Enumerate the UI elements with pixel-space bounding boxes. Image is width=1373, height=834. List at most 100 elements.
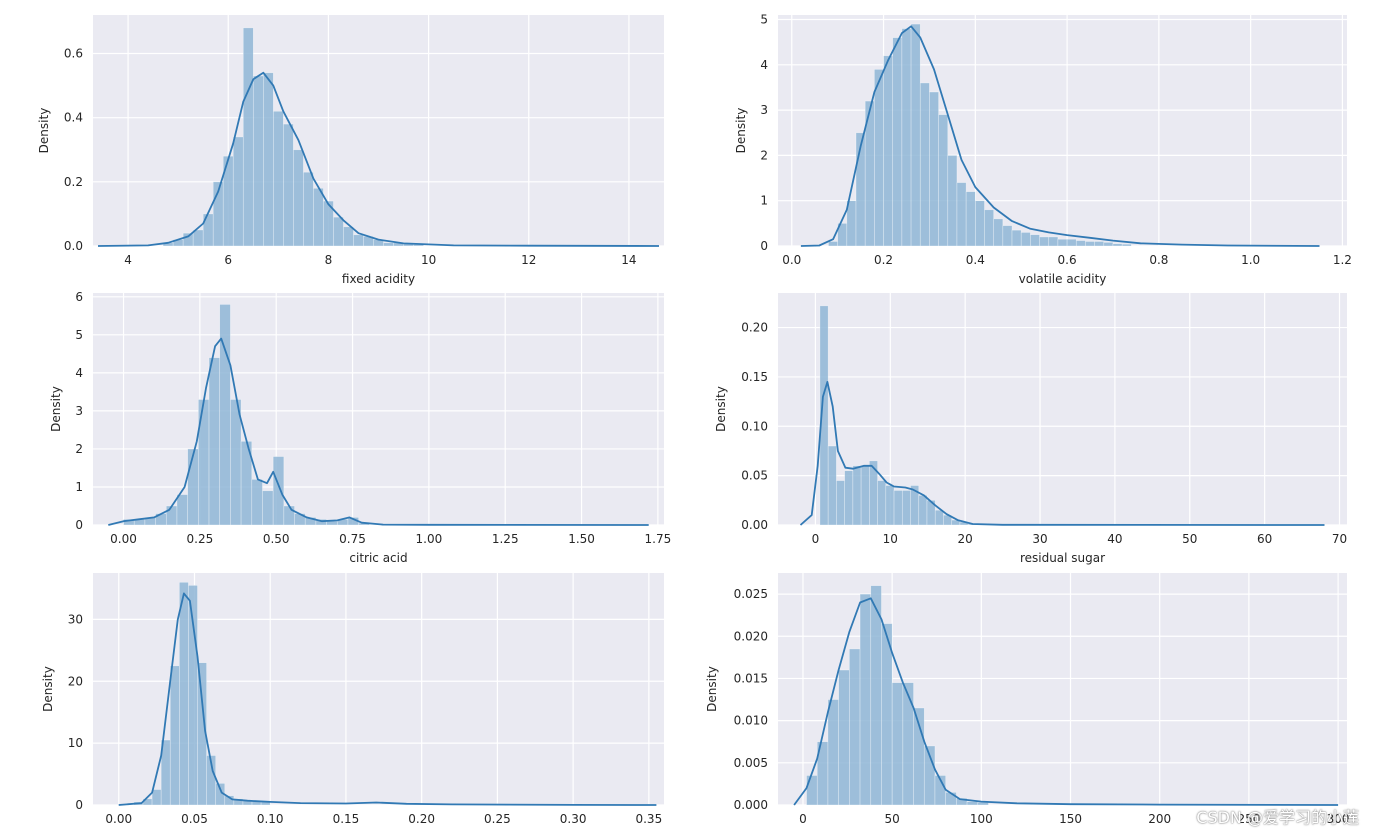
histogram-bar xyxy=(1011,229,1022,247)
y-tick-label: 0.05 xyxy=(741,469,768,483)
x-tick-label: 1.50 xyxy=(568,532,595,546)
histogram-bar xyxy=(975,200,985,247)
y-tick-label: 5 xyxy=(760,13,768,27)
x-tick-label: 0.30 xyxy=(560,812,587,826)
x-tick-label: 0.25 xyxy=(187,532,214,546)
histogram-bar xyxy=(187,448,199,526)
histogram-bar xyxy=(262,72,274,247)
histogram-bar xyxy=(806,775,818,806)
histogram-bar xyxy=(151,789,162,806)
x-tick-label: 14 xyxy=(621,253,636,267)
histogram-bar xyxy=(860,465,870,526)
x-tick-label: 10 xyxy=(883,532,898,546)
x-axis-label: fixed acidity xyxy=(342,272,415,286)
histogram-bar xyxy=(874,69,884,247)
histogram-bar xyxy=(1039,236,1050,247)
y-tick-label: 4 xyxy=(760,58,768,72)
histogram-bar xyxy=(182,232,194,247)
histogram-bar xyxy=(165,505,178,526)
histogram-bar xyxy=(230,399,242,526)
histogram-bar xyxy=(242,27,254,247)
histogram-bar xyxy=(208,357,221,526)
histogram-bar xyxy=(1066,238,1077,247)
subplot-4: 0 10 20 30 40 50 60 70 0.00 0.05 0.10 0.15 0.20 resid… xyxy=(714,293,1347,565)
histogram-bar xyxy=(910,23,921,247)
x-axis-label: residual sugar xyxy=(1020,551,1105,565)
x-tick-label: 0 xyxy=(799,812,807,826)
x-tick-label: 150 xyxy=(1059,812,1082,826)
histogram-bar xyxy=(192,229,204,247)
x-tick-label: 0 xyxy=(812,532,820,546)
y-axis-label: Density xyxy=(37,108,51,154)
x-tick-label: 100 xyxy=(970,812,993,826)
x-tick-label: 0.00 xyxy=(105,812,132,826)
y-tick-label: 1 xyxy=(760,194,768,208)
histogram-bar xyxy=(965,191,976,247)
histogram-bar xyxy=(283,505,295,526)
x-tick-label: 0.8 xyxy=(1149,253,1168,267)
x-tick-label: 20 xyxy=(958,532,973,546)
x-tick-label: 10 xyxy=(421,253,436,267)
histogram-bar xyxy=(819,305,829,526)
x-tick-label: 0.75 xyxy=(339,532,366,546)
histogram-bar xyxy=(827,445,837,526)
histogram-bar xyxy=(179,581,189,806)
y-tick-label: 0.20 xyxy=(741,321,768,335)
x-tick-label: 4 xyxy=(124,253,132,267)
histogram-bar xyxy=(252,75,264,247)
x-tick-label: 0.4 xyxy=(966,253,985,267)
x-tick-label: 0.10 xyxy=(257,812,284,826)
x-tick-label: 1.00 xyxy=(416,532,443,546)
x-tick-label: 200 xyxy=(1148,812,1171,826)
histogram-bar xyxy=(197,662,207,806)
kde-line xyxy=(97,71,660,247)
y-tick-label: 0.020 xyxy=(734,629,768,643)
histogram-bar xyxy=(885,485,895,526)
histogram-bar xyxy=(383,242,394,247)
x-tick-label: 1.2 xyxy=(1333,253,1352,267)
x-tick-label: 70 xyxy=(1332,532,1347,546)
histogram-bar xyxy=(934,509,944,526)
y-tick-label: 10 xyxy=(68,736,83,750)
histogram-bar xyxy=(176,494,188,526)
y-axis-label: Density xyxy=(49,386,63,432)
histogram-bar xyxy=(893,490,903,526)
histogram-bar xyxy=(827,699,839,806)
y-tick-label: 1 xyxy=(75,480,83,494)
subplot-2: 0.0 0.2 0.4 0.6 0.8 1.0 1.2 0 1 2 3 4 5 volatile acid… xyxy=(734,13,1352,286)
y-tick-label: 0.015 xyxy=(734,671,768,685)
y-tick-label: 2 xyxy=(760,148,768,162)
histogram-bar xyxy=(232,136,244,247)
y-tick-label: 0.2 xyxy=(64,175,83,189)
histogram-bar xyxy=(838,669,850,806)
histogram-bar xyxy=(219,304,231,526)
histogram-bar xyxy=(353,234,364,247)
y-tick-label: 4 xyxy=(75,366,83,380)
histogram-bar xyxy=(892,37,903,247)
histogram-bar xyxy=(1112,243,1123,247)
x-tick-label: 0.50 xyxy=(263,532,290,546)
histogram-bar xyxy=(313,187,324,247)
y-tick-label: 0.00 xyxy=(741,518,768,532)
histogram-bar xyxy=(836,480,845,526)
x-tick-label: 1.0 xyxy=(1241,253,1260,267)
histogram-bar xyxy=(1020,232,1031,247)
y-tick-label: 2 xyxy=(75,442,83,456)
histogram-bar xyxy=(1002,225,1013,247)
y-tick-label: 0.010 xyxy=(734,714,768,728)
histogram-bar xyxy=(993,218,1004,247)
x-tick-label: 8 xyxy=(325,253,333,267)
y-tick-label: 0.0 xyxy=(64,239,83,253)
kde-line xyxy=(793,597,1339,806)
plot-background xyxy=(93,15,664,246)
kde-line xyxy=(800,25,1320,247)
histogram-bar xyxy=(303,171,314,247)
x-tick-label: 12 xyxy=(521,253,536,267)
histogram-bar xyxy=(1121,243,1132,247)
y-tick-label: 20 xyxy=(68,674,83,688)
y-axis-label: Density xyxy=(41,666,55,712)
x-tick-label: 0.2 xyxy=(874,253,893,267)
x-tick-label: 0.20 xyxy=(408,812,435,826)
x-tick-label: 0.15 xyxy=(333,812,360,826)
